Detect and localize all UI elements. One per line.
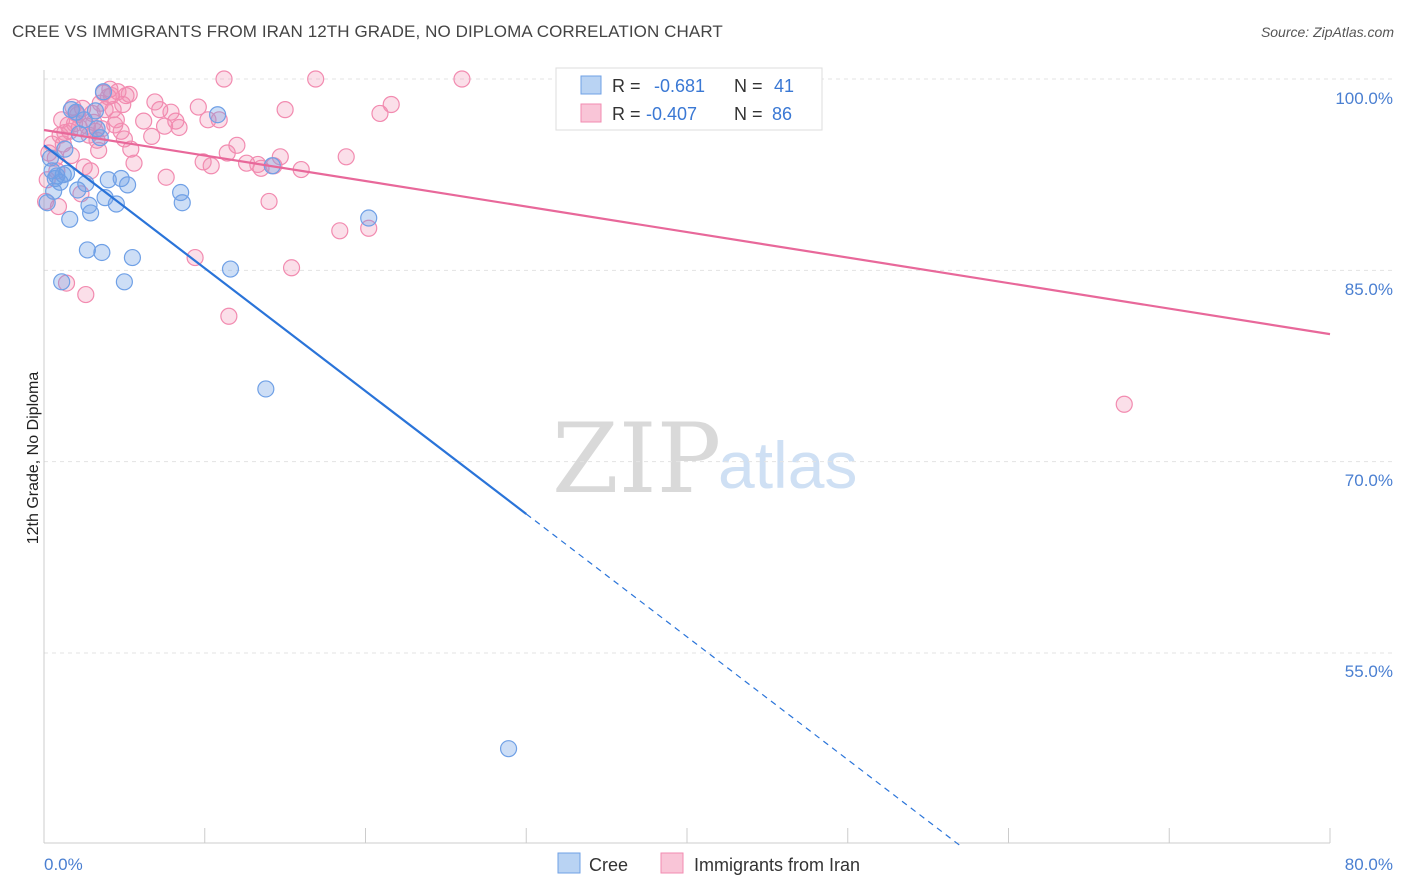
x-tick-label-80: 80.0%: [1345, 855, 1393, 874]
iran-point-52: [155, 117, 174, 135]
iran-point-48: [135, 112, 153, 130]
cree-point-40: [499, 740, 518, 758]
cree-point-37: [257, 380, 275, 398]
cree-point-31: [118, 176, 137, 194]
iran-point-76: [307, 70, 325, 88]
iran-point-85: [90, 141, 108, 160]
cree-trend-line: [43, 144, 527, 515]
iran-point-54: [162, 103, 180, 121]
chart-title: CREE VS IMMIGRANTS FROM IRAN 12TH GRADE,…: [12, 22, 723, 41]
iran-point-42: [114, 95, 132, 114]
legend-bottom-swatch-cree: [557, 852, 581, 874]
iran-point-83: [1115, 395, 1133, 413]
iran-point-63: [215, 70, 233, 88]
x-ticks: [43, 828, 1331, 843]
cree-point-30: [115, 273, 133, 291]
iran-point-80: [371, 104, 389, 123]
cree-points: [38, 83, 518, 758]
cree-point-20: [82, 204, 100, 222]
y-tick-label-55: 55.0%: [1345, 662, 1393, 681]
cree-point-35: [209, 106, 227, 124]
legend-bottom-iran: Immigrants from Iran: [694, 855, 860, 875]
iran-point-40: [109, 83, 127, 101]
iran-point-47: [125, 154, 143, 172]
iran-point-84: [49, 197, 68, 216]
iran-point-82: [453, 70, 471, 88]
y-tick-label-85: 85.0%: [1345, 280, 1393, 299]
iran-point-65: [220, 307, 238, 325]
watermark-atlas: atlas: [718, 428, 857, 502]
cree-point-36: [221, 260, 240, 278]
iran-point-49: [143, 127, 161, 145]
legend-bottom: Cree Immigrants from Iran: [557, 852, 860, 875]
iran-point-66: [228, 136, 246, 154]
legend-top: R = -0.681 N = 41 R = -0.407 N = 86: [555, 67, 823, 131]
cree-point-24: [93, 243, 111, 262]
y-tick-label-70: 70.0%: [1345, 471, 1393, 490]
iran-point-51: [151, 101, 169, 119]
y-tick-label-100: 100.0%: [1335, 89, 1393, 108]
cree-point-28: [107, 195, 125, 213]
iran-point-70: [260, 192, 278, 211]
source-label: Source: ZipAtlas.com: [1260, 24, 1394, 40]
iran-point-45: [120, 85, 138, 103]
legend-iran-n-label: N =: [734, 104, 763, 124]
legend-iran-r-label: R =: [612, 104, 641, 124]
iran-point-81: [382, 95, 400, 114]
iran-trend-line: [43, 128, 1331, 336]
cree-point-27: [99, 171, 117, 189]
legend-cree-r-label: R =: [612, 76, 641, 96]
cree-point-21: [86, 102, 105, 120]
iran-point-59: [194, 153, 212, 171]
cree-point-10: [57, 164, 76, 182]
iran-point-22: [77, 285, 95, 304]
watermark-zip: ZIP: [552, 403, 721, 515]
cree-point-34: [173, 194, 191, 212]
cree-point-32: [123, 248, 142, 267]
iran-point-78: [337, 148, 355, 166]
iran-point-56: [170, 118, 188, 137]
cree-point-11: [61, 210, 79, 228]
iran-point-57: [186, 248, 204, 267]
cree-point-12: [62, 101, 80, 119]
cree-point-16: [75, 111, 93, 129]
cree-trend-extension: [525, 513, 961, 847]
cree-point-18: [78, 241, 97, 259]
legend-swatch-cree: [580, 75, 602, 95]
y-axis-title: 12th Grade, No Diploma: [25, 372, 42, 545]
legend-swatch-iran: [580, 103, 602, 123]
cree-point-22: [88, 120, 106, 138]
legend-iran-r-value: -0.407: [646, 104, 697, 124]
legend-iran-n-value: 86: [772, 104, 792, 124]
iran-point-53: [157, 168, 175, 186]
legend-cree-n-label: N =: [734, 76, 763, 96]
cree-point-25: [94, 83, 113, 101]
iran-point-61: [202, 157, 220, 175]
iran-point-79: [360, 219, 378, 237]
iran-point-25: [82, 162, 100, 180]
legend-cree-r-value: -0.681: [654, 76, 705, 96]
iran-point-58: [189, 98, 207, 116]
iran-point-77: [331, 222, 349, 240]
iran-point-13: [62, 146, 80, 165]
legend-cree-n-value: 41: [774, 76, 794, 96]
iran-point-73: [276, 101, 294, 119]
legend-bottom-cree: Cree: [589, 855, 628, 875]
trend-lines: [43, 128, 1331, 847]
cree-point-29: [112, 169, 130, 188]
legend-bottom-swatch-iran: [660, 852, 684, 874]
iran-point-74: [282, 259, 301, 277]
cree-point-9: [56, 140, 74, 158]
cree-point-7: [53, 273, 71, 291]
x-tick-label-0: 0.0%: [44, 855, 83, 874]
cree-point-39: [360, 209, 378, 227]
